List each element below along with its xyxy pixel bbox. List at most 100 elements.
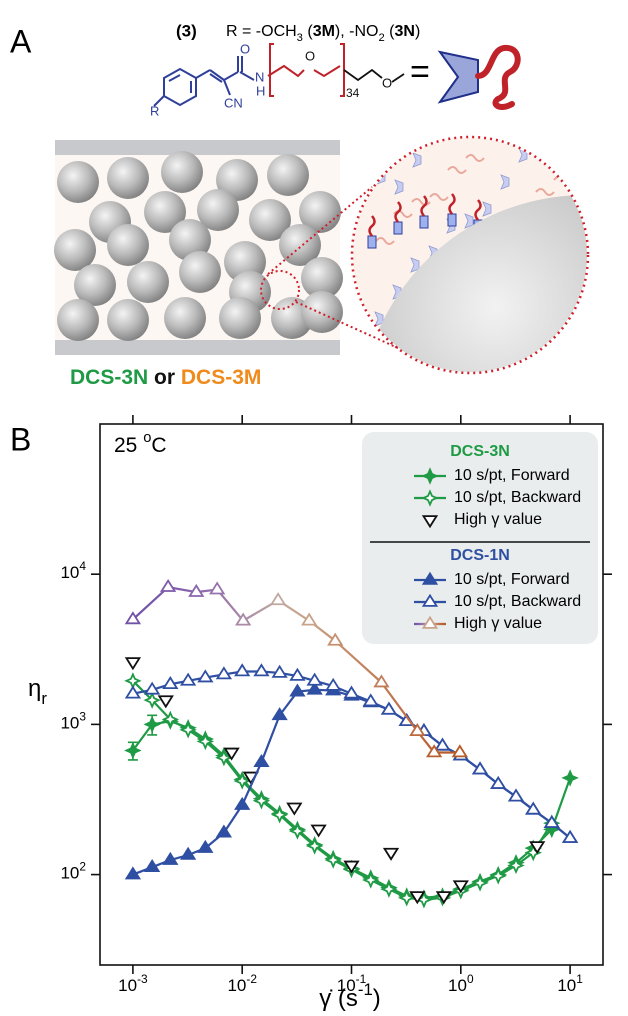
x-tick-label: 100 [448,972,474,995]
marker [234,663,251,677]
particle [169,219,211,261]
text-part: R = -OCH [226,23,297,40]
particle [107,224,149,266]
wall [55,340,340,355]
x-tick-label: 10-2 [227,972,257,995]
legend-box [362,432,598,644]
marker [197,839,214,853]
particle [197,189,239,231]
text-part: ) [373,985,381,1012]
x-axis-label: γ̇ (s-1) [319,980,381,1012]
wall [55,140,340,155]
particle [301,257,343,299]
particle [279,224,321,266]
molecule [568,328,578,344]
marker [421,515,439,529]
marker [421,571,439,585]
molecule [429,193,449,201]
particles [54,151,343,341]
marker [223,747,240,761]
marker [362,693,379,707]
molecule [448,193,456,215]
molecule [586,301,587,317]
molecule [447,213,457,227]
series [124,578,468,758]
text-part: ( [385,23,395,40]
legend: DCS-3N 10 s/pt, Forward 10 s/pt, Backward H… [362,432,598,644]
panel-label: A [10,23,32,59]
marker [543,814,560,828]
text-part: γ̇ (s [319,985,358,1012]
particle [57,299,99,341]
marker [306,672,323,686]
marker [196,732,215,751]
text-part: r [41,689,47,708]
text-part: DCS-3M [181,366,262,389]
molecule [535,188,555,196]
marker [324,851,342,869]
atom: CN [224,95,243,110]
text-part: 3M [313,23,335,40]
zoom-circle [350,135,590,375]
compound-label: (3) [176,21,197,40]
atom: O [305,48,315,63]
marker [343,685,360,699]
chain-icon [475,44,521,110]
x-tick-label: 10-3 [118,972,148,995]
molecule [447,166,467,174]
particle [267,154,309,196]
marker [397,889,416,907]
text-part: ) [415,23,420,40]
legend-title: DCS-1N [450,547,510,564]
molecule [393,221,403,235]
marker [215,666,233,680]
molecule [482,201,492,217]
molecule [367,235,377,249]
atom: H [256,83,265,98]
series [124,663,579,843]
particle [54,229,96,271]
particle [301,291,343,333]
marker [188,583,205,597]
marker [452,880,469,894]
molecule [500,174,510,190]
atom: O [382,75,392,90]
series-line [132,688,571,876]
marker [421,467,439,485]
bond [391,73,405,83]
molecule [374,311,384,327]
marker [489,867,507,885]
marker [409,723,426,737]
marker [124,611,142,625]
molecule [589,197,597,211]
equals: = [410,53,430,91]
legend-label: High γ value [454,511,542,528]
particle [179,251,221,293]
marker [435,891,452,905]
marker [124,741,142,760]
marker [451,744,468,758]
marker [421,489,439,507]
molecule [411,198,431,206]
x-tick-label: 101 [557,972,583,995]
particle [219,297,261,339]
particle [144,191,186,233]
marker [373,674,390,688]
caption: DCS-3N or DCS-3M [70,366,261,389]
text-part: 3N [394,23,414,40]
molecule [420,195,428,217]
text-part: o [143,430,151,446]
marker [144,858,161,872]
molecule [588,265,606,271]
text-part: 25 [114,434,143,457]
marker [380,880,398,898]
marker [471,874,489,892]
marker [234,796,251,810]
marker [409,891,426,905]
particle [107,157,149,199]
marker [161,710,180,729]
text-part: or [148,366,181,389]
legend-label: 10 s/pt, Forward [454,467,570,484]
marker [434,737,451,751]
